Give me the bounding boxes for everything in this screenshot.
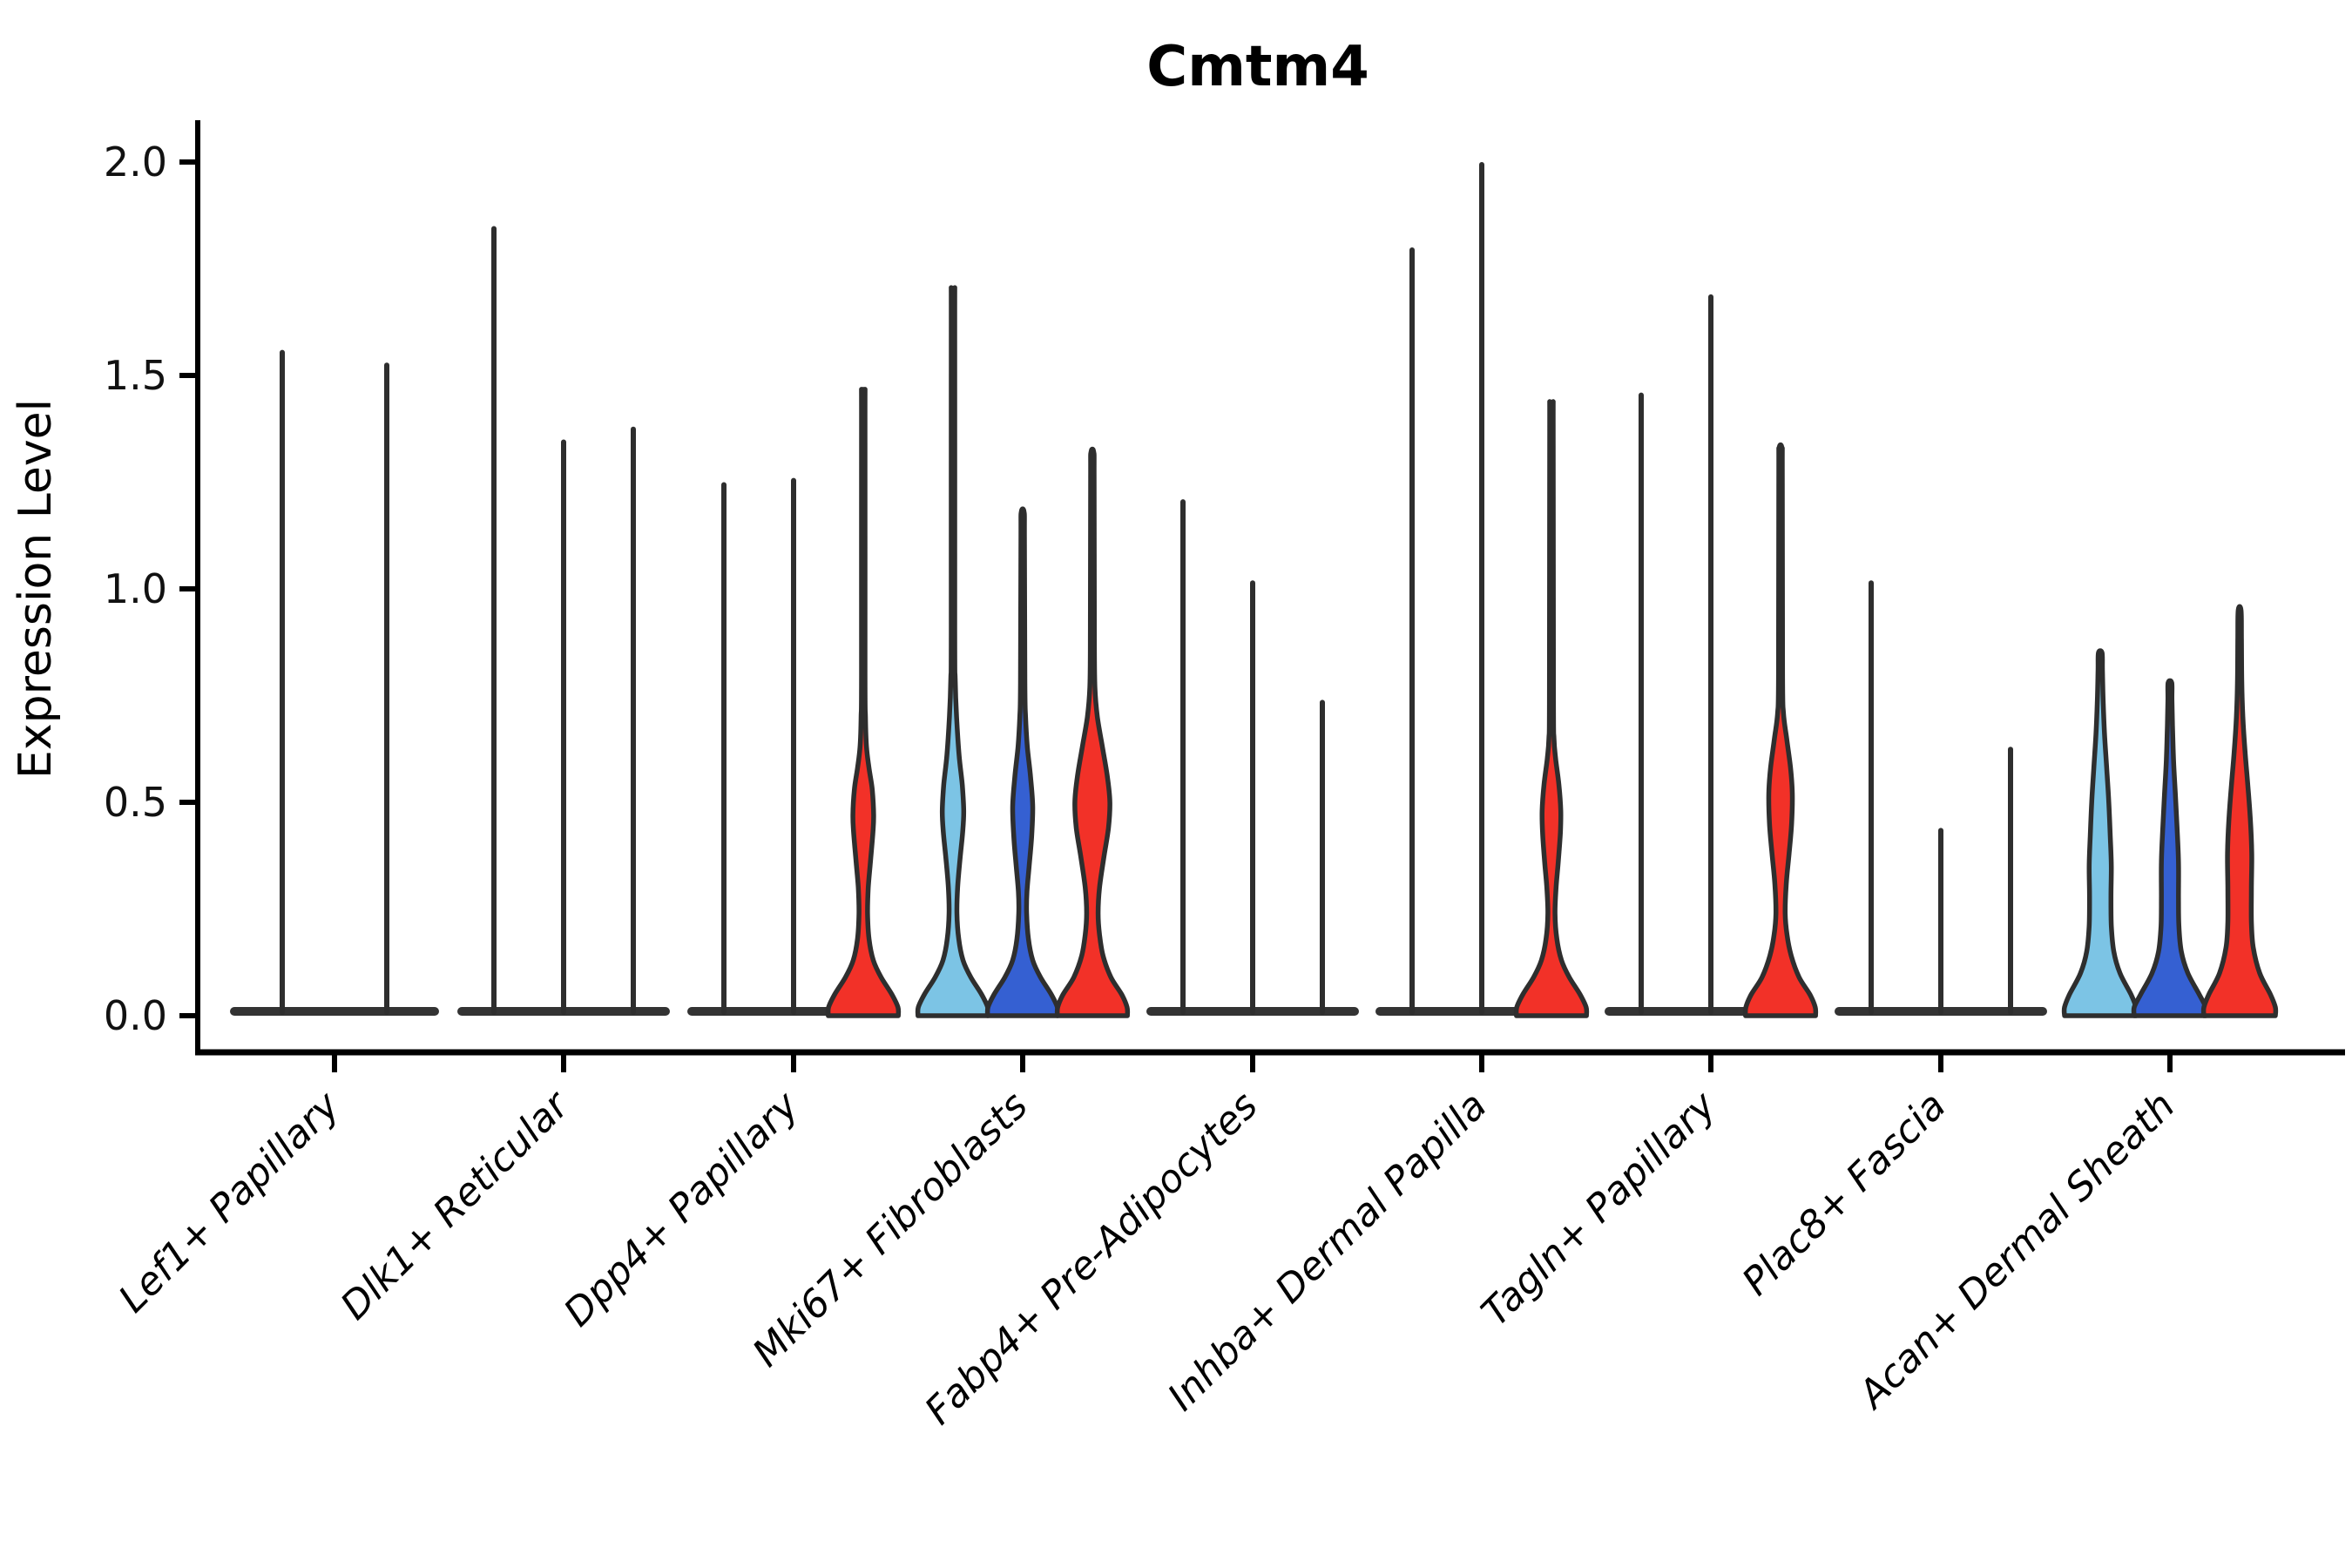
violins-layer (230, 162, 2279, 1018)
violin-group (1375, 162, 1590, 1018)
violin-group (230, 349, 439, 1016)
x-tick-label: Tagln+ Papillary (1473, 1083, 1725, 1335)
violin-body-light_blue (2061, 648, 2139, 1018)
violin-body-red (1513, 399, 1590, 1018)
baseline-violin-bar (1375, 1007, 1524, 1016)
x-tick-label: Dlk1+ Reticular (332, 1082, 578, 1328)
violin-group (915, 285, 1131, 1018)
chart-title: Cmtm4 (1146, 35, 1369, 99)
y-tick-label: 1.0 (104, 565, 167, 612)
violin-group (687, 387, 902, 1018)
baseline-violin-bar (230, 1007, 439, 1016)
violin-group (1835, 580, 2047, 1016)
y-tick-label: 1.5 (104, 352, 167, 399)
x-tick-label: Plac8+ Fascia (1734, 1084, 1954, 1304)
violin-group (1146, 499, 1359, 1016)
violin-group (1605, 294, 1819, 1018)
x-tick-label: Lef1+ Papillary (111, 1083, 349, 1321)
violin-body-light_blue (915, 285, 991, 1018)
y-tick-label: 0.0 (104, 992, 167, 1039)
y-axis-label: Expression Level (10, 399, 62, 779)
y-axis-ticks: 0.0 0.5 1.0 1.5 2.0 (104, 139, 198, 1039)
y-tick-label: 2.0 (104, 139, 167, 186)
x-tick-label: Dpp4+ Papillary (556, 1083, 808, 1335)
violin-body-red (1054, 446, 1131, 1018)
violin-body-dark_blue (984, 506, 1061, 1018)
baseline-violin-bar (1605, 1007, 1753, 1016)
violin-body-red (1742, 442, 1819, 1018)
violin-body-red (2200, 604, 2279, 1018)
violin-group (457, 226, 670, 1016)
y-tick-label: 0.5 (104, 779, 167, 826)
violin-group (2061, 604, 2279, 1018)
violin-body-red (825, 387, 902, 1018)
violin-body-dark_blue (2131, 678, 2209, 1018)
baseline-violin-bar (687, 1007, 835, 1016)
